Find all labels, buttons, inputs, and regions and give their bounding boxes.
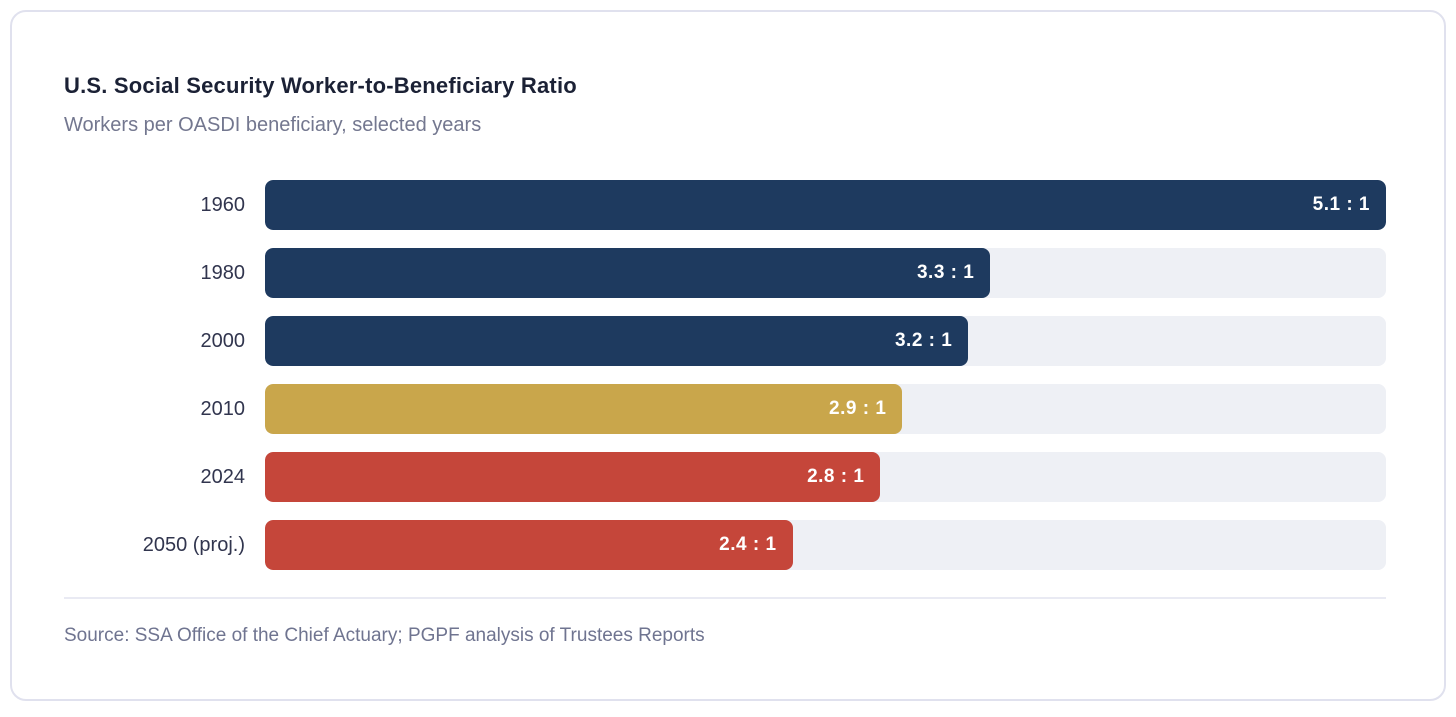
chart-row: 2000 3.2 : 1: [64, 316, 1386, 366]
category-label: 2024: [200, 465, 246, 488]
bar: 5.1 : 1: [265, 180, 1386, 230]
source-note: Source: SSA Office of the Chief Actuary;…: [64, 625, 705, 646]
chart-rows: 1960 5.1 : 1 1980 3.3 : 1 2000 3.2 : 1 2010 2.9…: [64, 180, 1386, 570]
category-label: 2010: [200, 397, 246, 420]
bar: 2.8 : 1: [265, 452, 881, 502]
chart-row: 2024 2.8 : 1: [64, 452, 1386, 502]
chart-card: U.S. Social Security Worker-to-Beneficia…: [10, 10, 1446, 701]
chart-row: 1960 5.1 : 1: [64, 180, 1386, 230]
bar-track: 3.2 : 1: [265, 316, 1386, 366]
value-label: 5.1 : 1: [1312, 194, 1370, 215]
chart-title: U.S. Social Security Worker-to-Beneficia…: [64, 73, 577, 98]
category-label: 1960: [200, 193, 246, 216]
bar-track: 5.1 : 1: [265, 180, 1386, 230]
category-label: 2050 (proj.): [142, 533, 245, 556]
value-label: 3.2 : 1: [894, 330, 953, 351]
divider: [64, 597, 1386, 599]
bar-track: 2.8 : 1: [265, 452, 1386, 502]
chart-row: 1980 3.3 : 1: [64, 248, 1386, 298]
value-label: 2.4 : 1: [719, 534, 777, 555]
bar: 3.3 : 1: [265, 248, 991, 298]
bar-track: 2.9 : 1: [265, 384, 1386, 434]
bar-track: 3.3 : 1: [265, 248, 1386, 298]
category-label: 2000: [200, 329, 246, 352]
value-label: 2.9 : 1: [829, 398, 887, 419]
chart-row: 2050 (proj.) 2.4 : 1: [64, 520, 1386, 570]
chart-subtitle: Workers per OASDI beneficiary, selected …: [64, 114, 482, 136]
bar: 2.4 : 1: [265, 520, 793, 570]
bar: 2.9 : 1: [265, 384, 903, 434]
bar-track: 2.4 : 1: [265, 520, 1386, 570]
chart-row: 2010 2.9 : 1: [64, 384, 1386, 434]
bar: 3.2 : 1: [265, 316, 969, 366]
value-label: 2.8 : 1: [807, 466, 865, 487]
value-label: 3.3 : 1: [916, 262, 975, 283]
category-label: 1980: [200, 261, 246, 284]
bar-chart: 1960 5.1 : 1 1980 3.3 : 1 2000 3.2 : 1 2010 2.9…: [64, 180, 1386, 570]
